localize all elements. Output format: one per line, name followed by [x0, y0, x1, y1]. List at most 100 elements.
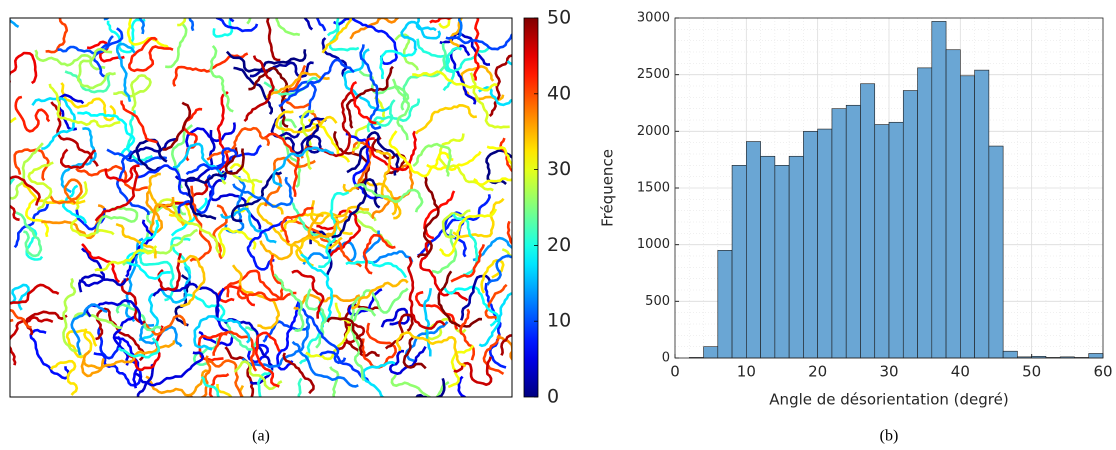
grain-boundary [15, 211, 43, 258]
grain-boundary [10, 308, 32, 329]
grain-boundary [27, 161, 54, 211]
grain-boundary [459, 274, 491, 321]
grain-boundary [76, 47, 116, 90]
histogram-bar [746, 141, 761, 359]
grain-boundary [127, 137, 177, 161]
grain-boundary [293, 293, 361, 310]
grain-boundary [65, 328, 98, 359]
histogram-bar [931, 21, 947, 359]
grain-boundary [300, 109, 315, 171]
grain-boundary [106, 148, 168, 166]
grain-boundary [415, 378, 446, 397]
grain-boundary [246, 218, 288, 271]
grain-boundary [431, 229, 458, 274]
x-tick-label: 50 [1022, 363, 1041, 381]
grain-boundary [209, 45, 234, 113]
grain-boundary [350, 80, 377, 125]
grain-boundary [484, 283, 508, 321]
grain-boundary [226, 269, 297, 301]
grain-boundary [77, 111, 136, 157]
grain-boundary [255, 331, 281, 388]
grain-boundary [184, 170, 233, 220]
histogram-bar [703, 346, 719, 359]
grain-boundary [217, 227, 257, 258]
grain-boundary [138, 292, 160, 341]
grain-boundary [361, 322, 397, 369]
grain-boundary [14, 95, 51, 133]
colorbar-tick-label: 10 [547, 310, 571, 332]
grain-boundary [348, 287, 409, 323]
x-tick-label: 40 [951, 363, 970, 381]
grain-boundary [362, 230, 414, 264]
grain-boundary [127, 325, 164, 371]
grain-boundary [437, 270, 483, 328]
grain-boundary [415, 18, 454, 32]
grain-boundary [208, 373, 230, 397]
grain-boundary [496, 335, 512, 361]
grain-boundary [148, 172, 185, 227]
histogram-bar [888, 121, 904, 359]
grain-boundary [478, 292, 512, 348]
histogram-bar [902, 90, 918, 359]
histogram-bar [1088, 353, 1104, 359]
grain-boundary [62, 184, 88, 224]
grain-boundary [457, 375, 467, 397]
y-tick-label: 1500 [637, 181, 670, 196]
grain-boundary [500, 334, 512, 356]
axes-frame [674, 17, 1104, 359]
grain-boundary [134, 351, 205, 387]
grain-boundary [366, 99, 396, 133]
histogram-bar [874, 124, 890, 359]
grain-boundary [224, 318, 274, 385]
grain-boundary [441, 209, 471, 239]
grain-boundary [438, 208, 498, 257]
grain-boundary [273, 273, 305, 332]
grain-boundary [136, 363, 155, 397]
grain-boundary [395, 331, 467, 368]
histogram-bar [917, 67, 933, 359]
grain-boundary [319, 350, 370, 383]
grain-boundary [64, 70, 111, 94]
grain-boundary [365, 130, 417, 172]
grain-boundary [233, 66, 273, 115]
grain-boundary [135, 138, 168, 172]
grain-boundary [438, 18, 451, 29]
grain-boundary [469, 72, 510, 129]
grain-boundary [412, 142, 452, 177]
grain-boundary [45, 18, 69, 54]
grain-boundary [186, 293, 226, 323]
grain-boundary [155, 198, 221, 254]
grain-boundary [459, 308, 475, 361]
grain-boundary [416, 176, 440, 259]
grain-boundary [429, 18, 453, 24]
x-tick-label: 20 [808, 363, 827, 381]
grain-boundary [177, 254, 206, 308]
x-tick-label: 10 [737, 363, 756, 381]
grain-boundary [10, 367, 12, 370]
grain-boundary [145, 190, 175, 234]
grain-boundary [117, 337, 161, 359]
histogram-bar [817, 128, 833, 359]
grain-boundary [272, 146, 334, 188]
y-tick-label: 1000 [637, 237, 670, 252]
x-tick-label: 60 [1093, 363, 1112, 381]
grain-boundary [128, 36, 174, 73]
grain-boundary [193, 315, 251, 351]
y-axis-label: Fréquence [599, 149, 617, 227]
grain-boundary [388, 345, 427, 375]
grain-boundary [93, 352, 143, 387]
grain-boundary [297, 377, 303, 397]
grain-boundary [185, 122, 236, 148]
grain-boundary [81, 243, 121, 284]
grain-boundary [506, 220, 512, 246]
grain-boundary [264, 156, 316, 207]
grain-boundary [346, 131, 400, 176]
grain-boundary [78, 247, 106, 287]
grain-boundary [303, 18, 314, 31]
grain-boundary [25, 197, 49, 238]
grain-boundary [282, 352, 315, 395]
grain-boundary [305, 302, 351, 361]
grain-boundary [106, 18, 146, 54]
grain-boundary [243, 55, 275, 123]
